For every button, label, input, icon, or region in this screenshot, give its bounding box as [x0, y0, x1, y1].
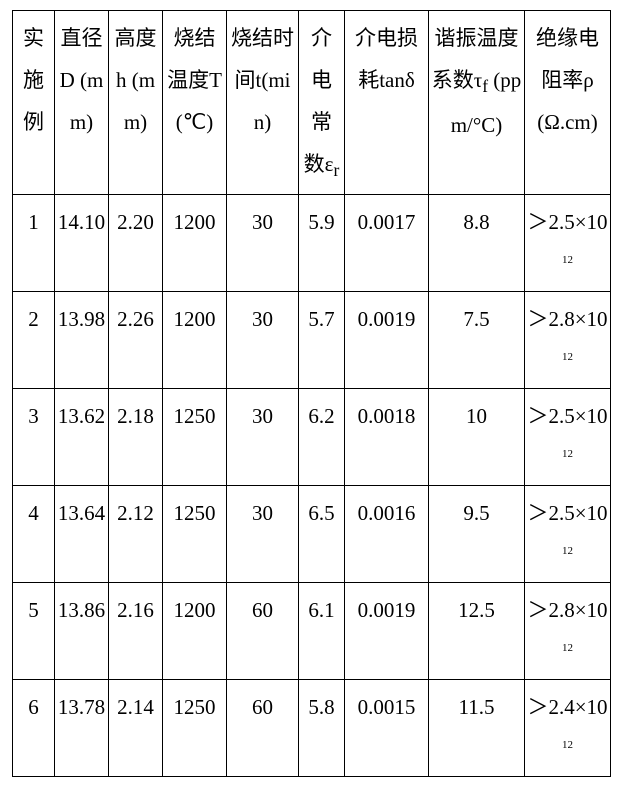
col-header: 介电常数εr — [299, 11, 345, 195]
cell: 1200 — [163, 292, 227, 389]
cell: 1200 — [163, 195, 227, 292]
cell: 1250 — [163, 680, 227, 777]
cell: 2.26 — [109, 292, 163, 389]
cell: 5.7 — [299, 292, 345, 389]
cell: 30 — [227, 292, 299, 389]
cell: 0.0015 — [345, 680, 429, 777]
cell: 13.78 — [55, 680, 109, 777]
cell: 11.5 — [429, 680, 525, 777]
col-header: 介电损耗tanδ — [345, 11, 429, 195]
cell: 6 — [13, 680, 55, 777]
cell: ＞2.5×1012 — [525, 389, 611, 486]
cell: 1200 — [163, 583, 227, 680]
col-header: 烧结温度T (℃) — [163, 11, 227, 195]
table-row: 1 14.10 2.20 1200 30 5.9 0.0017 8.8 ＞2.5… — [13, 195, 611, 292]
cell: 0.0016 — [345, 486, 429, 583]
cell: 5 — [13, 583, 55, 680]
cell: 0.0019 — [345, 583, 429, 680]
cell: 30 — [227, 195, 299, 292]
table-row: 6 13.78 2.14 1250 60 5.8 0.0015 11.5 ＞2.… — [13, 680, 611, 777]
cell: 6.2 — [299, 389, 345, 486]
cell: 2 — [13, 292, 55, 389]
cell: 0.0018 — [345, 389, 429, 486]
table-row: 5 13.86 2.16 1200 60 6.1 0.0019 12.5 ＞2.… — [13, 583, 611, 680]
cell: 2.14 — [109, 680, 163, 777]
cell: 2.16 — [109, 583, 163, 680]
data-table: 实施例 直径D (mm) 高度h (mm) 烧结温度T (℃) 烧结时间t(mi… — [12, 10, 611, 777]
cell: ＞2.5×1012 — [525, 195, 611, 292]
cell: 1 — [13, 195, 55, 292]
cell: 3 — [13, 389, 55, 486]
table-body: 1 14.10 2.20 1200 30 5.9 0.0017 8.8 ＞2.5… — [13, 195, 611, 777]
col-header: 直径D (mm) — [55, 11, 109, 195]
cell: ＞2.8×1012 — [525, 292, 611, 389]
cell: 7.5 — [429, 292, 525, 389]
cell: 12.5 — [429, 583, 525, 680]
cell: 60 — [227, 680, 299, 777]
col-header: 高度h (mm) — [109, 11, 163, 195]
cell: ＞2.5×1012 — [525, 486, 611, 583]
cell: 5.8 — [299, 680, 345, 777]
cell: 30 — [227, 389, 299, 486]
col-header: 谐振温度系数τf (ppm/°C) — [429, 11, 525, 195]
table-container: 实施例 直径D (mm) 高度h (mm) 烧结温度T (℃) 烧结时间t(mi… — [0, 0, 623, 789]
col-header: 实施例 — [13, 11, 55, 195]
col-header: 绝缘电阻率ρ (Ω.cm) — [525, 11, 611, 195]
cell: ＞2.8×1012 — [525, 583, 611, 680]
cell: 13.86 — [55, 583, 109, 680]
cell: 2.18 — [109, 389, 163, 486]
cell: 6.1 — [299, 583, 345, 680]
cell: 0.0019 — [345, 292, 429, 389]
header-row: 实施例 直径D (mm) 高度h (mm) 烧结温度T (℃) 烧结时间t(mi… — [13, 11, 611, 195]
cell: 14.10 — [55, 195, 109, 292]
cell: 2.20 — [109, 195, 163, 292]
cell: 13.62 — [55, 389, 109, 486]
cell: 5.9 — [299, 195, 345, 292]
cell: 10 — [429, 389, 525, 486]
table-row: 4 13.64 2.12 1250 30 6.5 0.0016 9.5 ＞2.5… — [13, 486, 611, 583]
cell: 4 — [13, 486, 55, 583]
table-row: 3 13.62 2.18 1250 30 6.2 0.0018 10 ＞2.5×… — [13, 389, 611, 486]
cell: 1250 — [163, 389, 227, 486]
cell: 13.98 — [55, 292, 109, 389]
cell: 8.8 — [429, 195, 525, 292]
cell: 13.64 — [55, 486, 109, 583]
cell: 0.0017 — [345, 195, 429, 292]
col-header: 烧结时间t(min) — [227, 11, 299, 195]
cell: 60 — [227, 583, 299, 680]
cell: 2.12 — [109, 486, 163, 583]
cell: 9.5 — [429, 486, 525, 583]
table-row: 2 13.98 2.26 1200 30 5.7 0.0019 7.5 ＞2.8… — [13, 292, 611, 389]
cell: 6.5 — [299, 486, 345, 583]
cell: 30 — [227, 486, 299, 583]
cell: 1250 — [163, 486, 227, 583]
cell: ＞2.4×1012 — [525, 680, 611, 777]
